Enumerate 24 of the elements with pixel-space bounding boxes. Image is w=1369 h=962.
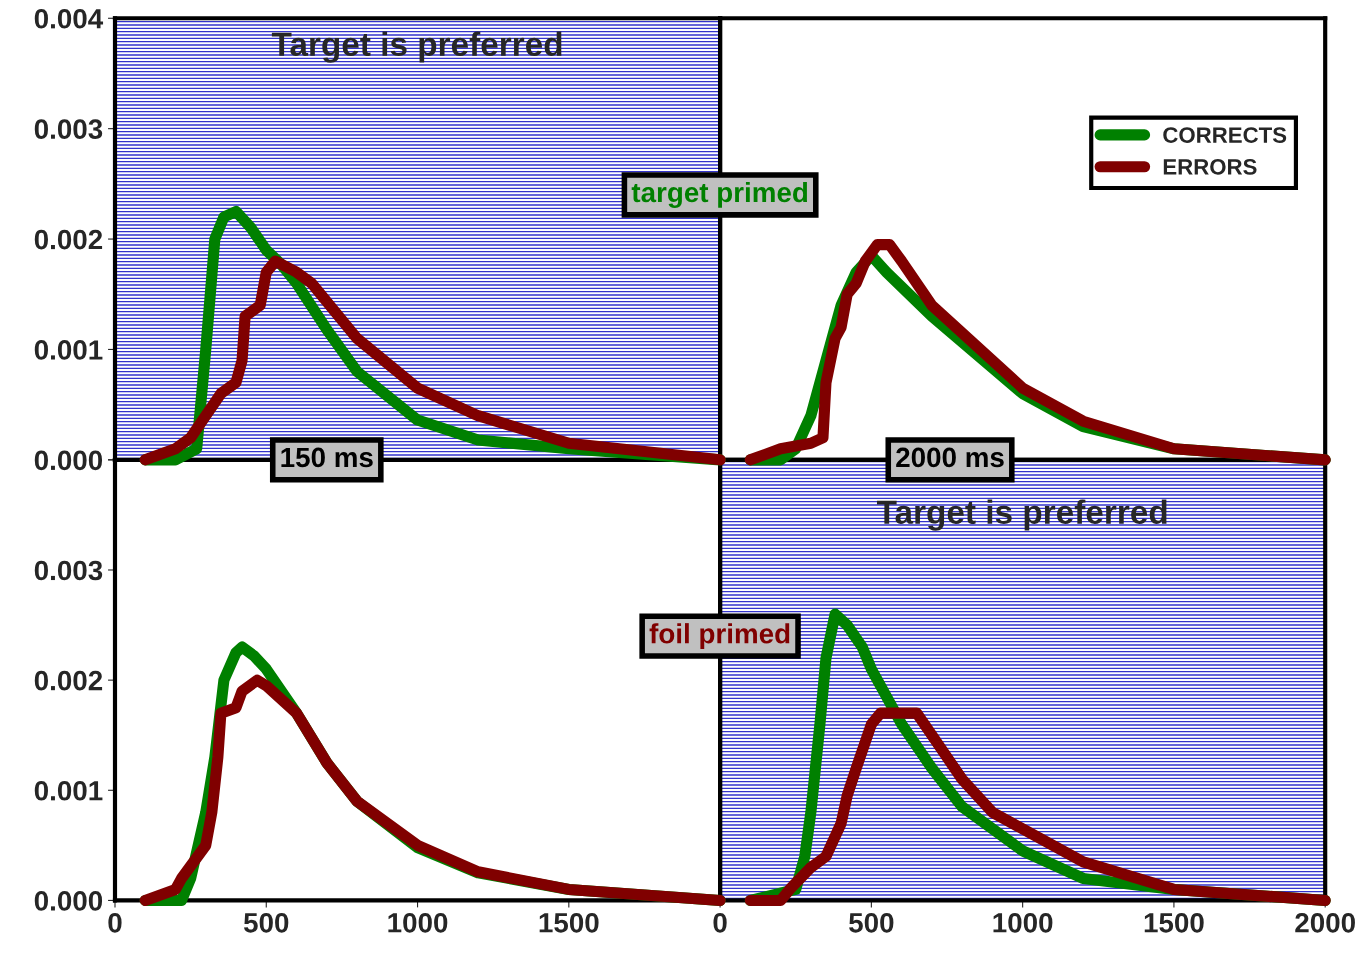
y-tick-label: 0.000 <box>34 450 103 471</box>
x-tick-label: 500 <box>849 912 894 933</box>
x-tick-label: 0 <box>713 912 727 933</box>
x-tick-label: 2000 <box>1295 912 1355 933</box>
y-tick-label: 0.004 <box>34 8 104 29</box>
y-tick-label: 0.003 <box>34 119 103 140</box>
y-tick-label: 0.001 <box>34 340 103 360</box>
y-tick-label: 0.000 <box>34 891 103 911</box>
annotation: 2000 ms <box>896 447 1004 468</box>
x-tick-label: 1000 <box>993 912 1053 933</box>
annotation: foil primed <box>649 623 790 650</box>
x-tick-label: 0 <box>108 912 122 933</box>
x-tick-label: 500 <box>243 912 289 933</box>
annotation: 150 ms <box>281 447 373 468</box>
y-tick-label: 0.003 <box>34 560 103 581</box>
x-tick-label: 1500 <box>1144 912 1204 933</box>
y-tick-label: 0.002 <box>34 670 103 691</box>
legend-label: ERRORS <box>1163 159 1257 175</box>
annotation: target primed <box>631 181 808 208</box>
x-tick-label: 1500 <box>539 912 599 933</box>
legend-label: CORRECTS <box>1163 127 1287 143</box>
y-tick-label: 0.001 <box>34 780 103 801</box>
y-tick-label: 0.002 <box>34 229 103 250</box>
x-tick-label: 1000 <box>388 912 448 933</box>
